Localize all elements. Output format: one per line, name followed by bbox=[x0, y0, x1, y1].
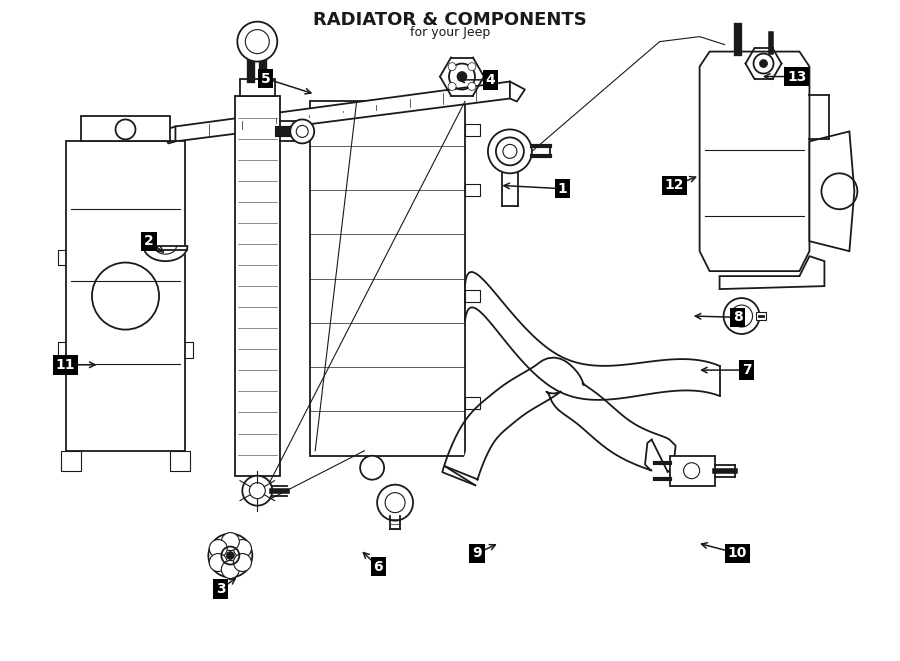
Circle shape bbox=[377, 485, 413, 521]
Polygon shape bbox=[143, 246, 187, 261]
Text: 6: 6 bbox=[374, 560, 382, 574]
Circle shape bbox=[221, 561, 239, 578]
Text: 10: 10 bbox=[728, 547, 747, 561]
Circle shape bbox=[238, 22, 277, 61]
Bar bbox=[66, 141, 185, 451]
Circle shape bbox=[360, 455, 384, 480]
Text: 2: 2 bbox=[144, 235, 154, 249]
Circle shape bbox=[209, 553, 227, 572]
Bar bbox=[240, 79, 275, 97]
Circle shape bbox=[760, 59, 768, 67]
Circle shape bbox=[488, 130, 532, 173]
Circle shape bbox=[209, 533, 252, 578]
Bar bbox=[310, 102, 465, 455]
Circle shape bbox=[221, 533, 239, 551]
Bar bbox=[81, 116, 170, 141]
Bar bbox=[465, 397, 480, 408]
Circle shape bbox=[209, 539, 227, 557]
Bar bbox=[465, 124, 480, 136]
Circle shape bbox=[233, 553, 251, 572]
Circle shape bbox=[226, 551, 234, 559]
Circle shape bbox=[468, 63, 476, 71]
Text: 12: 12 bbox=[665, 178, 684, 192]
Polygon shape bbox=[720, 256, 824, 289]
Circle shape bbox=[468, 83, 476, 91]
Text: 13: 13 bbox=[788, 69, 806, 83]
Circle shape bbox=[448, 63, 456, 71]
Text: RADIATOR & COMPONENTS: RADIATOR & COMPONENTS bbox=[313, 11, 587, 28]
Text: 7: 7 bbox=[742, 363, 751, 377]
Bar bbox=[465, 290, 480, 302]
Bar bbox=[170, 451, 191, 471]
Circle shape bbox=[448, 83, 456, 91]
Bar bbox=[755, 312, 766, 320]
Polygon shape bbox=[699, 52, 809, 271]
Text: 9: 9 bbox=[472, 547, 482, 561]
Text: 3: 3 bbox=[216, 582, 226, 596]
Text: 11: 11 bbox=[56, 358, 75, 371]
Text: 4: 4 bbox=[486, 73, 495, 87]
Circle shape bbox=[290, 120, 314, 143]
Polygon shape bbox=[176, 81, 510, 141]
Text: 5: 5 bbox=[261, 71, 271, 85]
Bar bbox=[235, 97, 280, 476]
Circle shape bbox=[242, 476, 273, 506]
Circle shape bbox=[457, 71, 467, 81]
Text: 1: 1 bbox=[557, 182, 567, 196]
Text: 8: 8 bbox=[733, 310, 742, 325]
Bar bbox=[670, 455, 715, 486]
Circle shape bbox=[724, 298, 760, 334]
Bar bbox=[60, 451, 81, 471]
Bar bbox=[465, 184, 480, 196]
Polygon shape bbox=[809, 132, 854, 251]
Text: for your Jeep: for your Jeep bbox=[410, 26, 490, 38]
Circle shape bbox=[233, 539, 251, 557]
